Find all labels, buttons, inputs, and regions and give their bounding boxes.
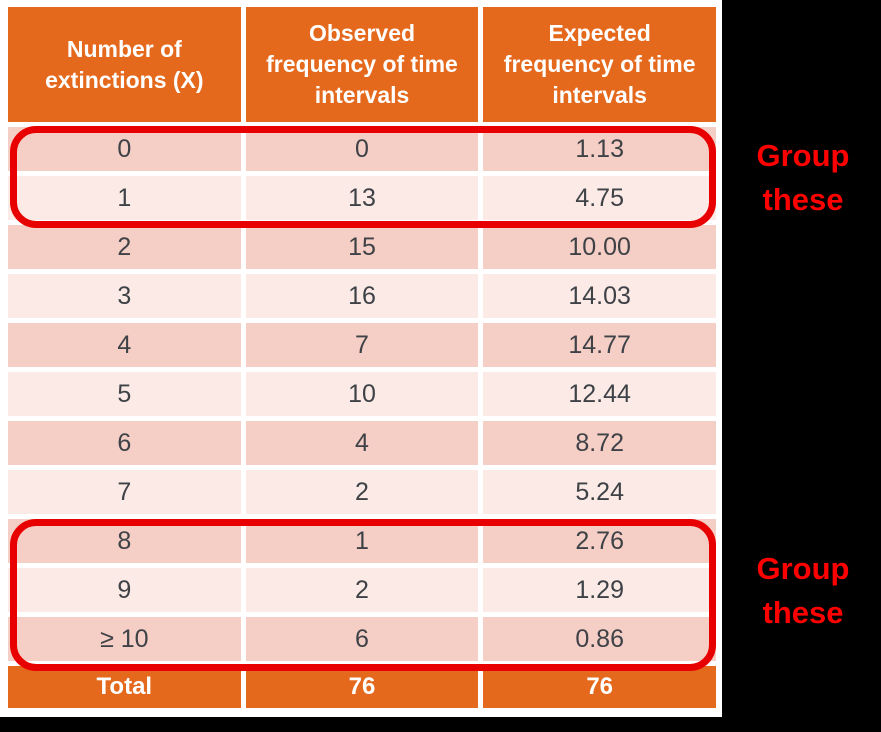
row-2-observed: 15	[245, 225, 479, 269]
frequency-table: Number of extinctions (X) Observed frequ…	[8, 7, 716, 708]
row-6-x: 6	[8, 421, 241, 465]
row-8-expected: 2.76	[483, 519, 716, 563]
row-9-expected: 1.29	[483, 568, 716, 612]
row-9-observed: 2	[245, 568, 479, 612]
table-card: Number of extinctions (X) Observed frequ…	[0, 0, 722, 717]
row-8-x: 8	[8, 519, 241, 563]
group-these-label-bottom: Group these	[756, 551, 850, 630]
row-0-expected: 1.13	[483, 127, 716, 171]
row-5-observed: 10	[245, 372, 479, 416]
row-4-expected: 14.77	[483, 323, 716, 367]
row-5-x: 5	[8, 372, 241, 416]
total-expected: 76	[483, 666, 716, 708]
row-3-observed: 16	[245, 274, 479, 318]
row-10plus-observed: 6	[245, 617, 479, 661]
row-0-x: 0	[8, 127, 241, 171]
row-5-expected: 12.44	[483, 372, 716, 416]
row-1-x: 1	[8, 176, 241, 220]
row-6-expected: 8.72	[483, 421, 716, 465]
row-7-observed: 2	[245, 470, 479, 514]
row-7-expected: 5.24	[483, 470, 716, 514]
row-8-observed: 1	[245, 519, 479, 563]
row-4-x: 4	[8, 323, 241, 367]
row-3-x: 3	[8, 274, 241, 318]
row-7-x: 7	[8, 470, 241, 514]
row-1-expected: 4.75	[483, 176, 716, 220]
total-observed: 76	[245, 666, 479, 708]
row-2-expected: 10.00	[483, 225, 716, 269]
total-label: Total	[8, 666, 241, 708]
row-1-observed: 13	[245, 176, 479, 220]
header-number-of-extinctions: Number of extinctions (X)	[8, 7, 241, 122]
group-these-label-top: Group these	[756, 138, 850, 217]
header-expected-frequency: Expected frequency of time intervals	[483, 7, 716, 122]
row-6-observed: 4	[245, 421, 479, 465]
row-4-observed: 7	[245, 323, 479, 367]
row-0-observed: 0	[245, 127, 479, 171]
row-10plus-x: ≥ 10	[8, 617, 241, 661]
row-2-x: 2	[8, 225, 241, 269]
row-9-x: 9	[8, 568, 241, 612]
header-observed-frequency: Observed frequency of time intervals	[245, 7, 479, 122]
row-3-expected: 14.03	[483, 274, 716, 318]
row-10plus-expected: 0.86	[483, 617, 716, 661]
